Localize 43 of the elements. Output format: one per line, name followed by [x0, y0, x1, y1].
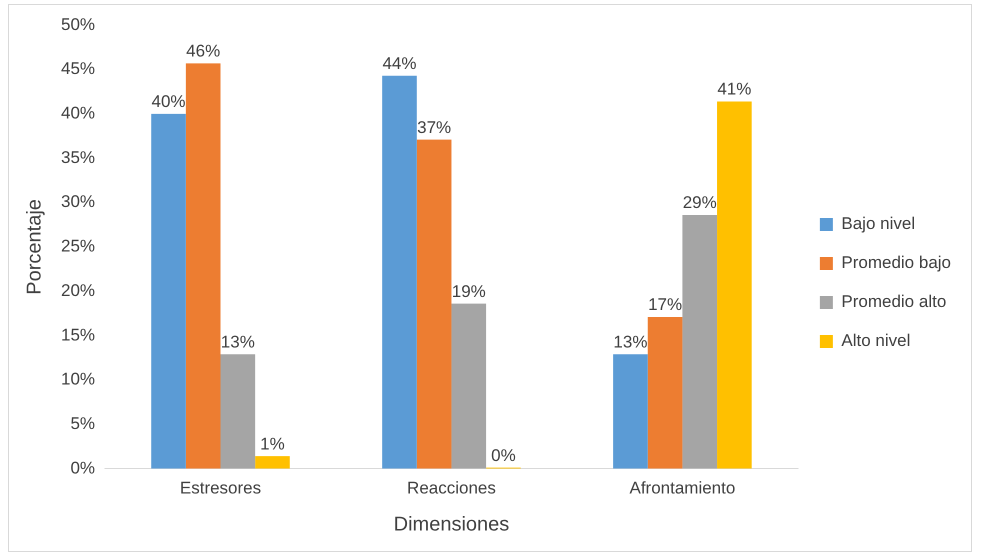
data-label: 0%: [491, 446, 516, 465]
data-label: 40%: [152, 92, 186, 112]
bar: [151, 114, 186, 469]
data-label: 13%: [220, 332, 255, 352]
data-label: 29%: [682, 193, 717, 212]
data-label: 13%: [613, 332, 648, 352]
data-label: 44%: [382, 54, 417, 73]
bar: [220, 354, 256, 469]
bar: [682, 214, 718, 469]
legend-label: Promedio alto: [841, 292, 946, 312]
bar: [382, 76, 417, 469]
y-tick-label: 25%: [60, 236, 96, 256]
y-tick-label: 10%: [60, 370, 96, 389]
y-axis-title: Porcentaje: [24, 199, 46, 295]
bar: [717, 101, 752, 469]
bar: [255, 456, 290, 469]
x-axis-title: Dimensiones: [394, 514, 510, 536]
y-tick-label: 0%: [70, 458, 96, 478]
y-tick-label: 15%: [60, 325, 96, 344]
data-label: 46%: [186, 42, 220, 61]
y-tick-label: 50%: [60, 14, 96, 34]
bar: [451, 304, 486, 469]
bar: [613, 354, 648, 469]
bar: [648, 316, 682, 469]
data-label: 19%: [452, 282, 486, 301]
data-label: 17%: [648, 295, 682, 314]
x-tick-label: Reacciones: [407, 478, 496, 498]
legend-label: Alto nivel: [841, 331, 910, 350]
data-label: 37%: [417, 118, 452, 137]
bar: [416, 140, 452, 469]
x-tick-label: Afrontamiento: [629, 478, 736, 498]
data-label: 1%: [260, 434, 285, 454]
y-tick-label: 20%: [60, 280, 96, 300]
y-tick-label: 30%: [60, 192, 96, 212]
legend-label: Bajo nivel: [841, 214, 916, 234]
data-label: 41%: [717, 80, 752, 99]
x-tick-label: Estresores: [180, 478, 262, 498]
y-tick-label: 35%: [60, 148, 96, 167]
y-tick-label: 5%: [70, 414, 96, 433]
bar: [186, 63, 220, 469]
y-tick-label: 45%: [60, 59, 96, 78]
y-tick-label: 40%: [60, 104, 96, 123]
legend-label: Promedio bajo: [841, 253, 952, 272]
